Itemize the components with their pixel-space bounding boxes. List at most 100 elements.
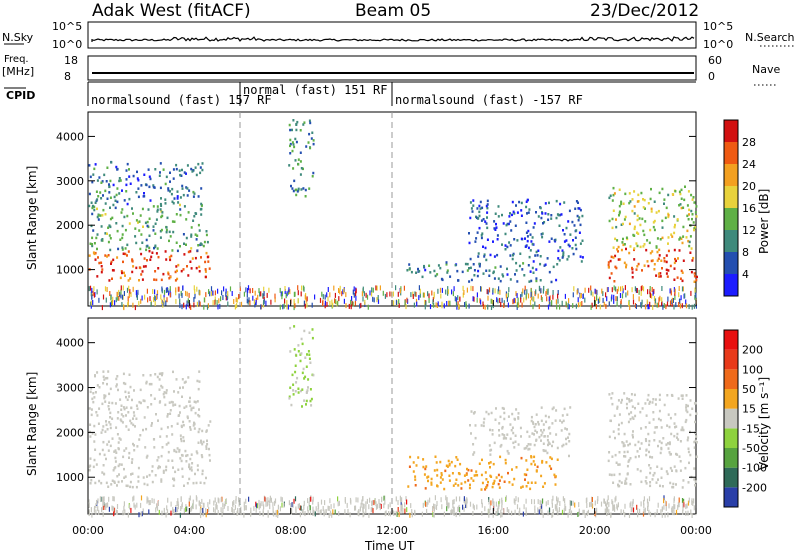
velocity-ground-point xyxy=(132,496,134,502)
velocity-data-point xyxy=(137,466,140,470)
velocity-data-point xyxy=(552,406,555,409)
power-ground-point xyxy=(527,293,530,299)
power-data-point xyxy=(104,232,107,235)
velocity-data-point xyxy=(94,374,96,378)
velocity-ground-point xyxy=(304,511,306,517)
velocity-ground-point xyxy=(362,496,364,501)
velocity-data-point xyxy=(89,423,92,426)
velocity-ground-point xyxy=(481,499,483,505)
power-data-point xyxy=(688,208,691,212)
beam-title: Beam 05 xyxy=(355,1,431,21)
velocity-data-point xyxy=(486,484,489,487)
velocity-data-point xyxy=(617,484,620,488)
power-ground-point xyxy=(591,302,593,308)
x-tick-label: 16:00 xyxy=(477,524,509,537)
power-ground-point xyxy=(538,285,540,291)
velocity-ground-point xyxy=(406,507,408,513)
velocity-ground-point xyxy=(140,502,142,508)
velocity-ground-point xyxy=(214,508,216,514)
power-data-point xyxy=(575,200,578,203)
power-data-point xyxy=(126,214,129,218)
velocity-ground-point xyxy=(610,512,612,518)
velocity-data-point xyxy=(455,456,458,459)
velocity-ground-point xyxy=(466,497,468,503)
velocity-ground-point xyxy=(398,512,400,518)
power-data-point xyxy=(100,239,103,242)
velocity-data-point xyxy=(679,440,682,443)
power-data-point xyxy=(663,198,666,201)
power-ground-point xyxy=(501,297,503,303)
velocity-data-point xyxy=(310,397,313,401)
power-ground-point xyxy=(214,290,216,296)
velocity-ground-point xyxy=(492,512,494,518)
power-data-point xyxy=(116,168,119,171)
power-data-point xyxy=(681,279,684,283)
power-data-point xyxy=(514,224,517,227)
power-ground-point xyxy=(688,304,690,310)
power-ground-point xyxy=(410,292,412,298)
power-ground-point xyxy=(203,304,205,310)
velocity-ground-point xyxy=(378,499,380,504)
power-data-point xyxy=(469,266,472,270)
velocity-ground-point xyxy=(104,503,106,509)
power-data-point xyxy=(108,224,111,227)
power-data-point xyxy=(138,220,141,223)
velocity-data-point xyxy=(302,367,305,371)
power-ground-point xyxy=(552,290,554,295)
power-data-point xyxy=(607,266,610,269)
power-ground-point xyxy=(482,301,484,307)
power-data-point xyxy=(565,239,568,242)
velocity-data-point xyxy=(483,417,486,421)
power-data-point xyxy=(610,255,613,259)
velocity-ground-point xyxy=(612,505,615,511)
velocity-ground-point xyxy=(665,506,667,511)
nsky-label: N.Sky xyxy=(2,31,34,44)
velocity-ground-point xyxy=(663,498,665,504)
velocity-data-point xyxy=(639,410,642,414)
power-ground-point xyxy=(419,292,421,298)
power-data-point xyxy=(531,236,534,239)
velocity-data-point xyxy=(676,432,679,436)
velocity-data-point xyxy=(439,460,442,464)
velocity-data-point xyxy=(491,429,494,432)
power-data-point xyxy=(142,265,145,268)
power-ground-point xyxy=(565,301,567,307)
velocity-ground-point xyxy=(630,507,632,513)
power-data-point xyxy=(618,188,621,191)
velocity-data-point xyxy=(193,400,196,403)
power-ground-point xyxy=(134,305,136,311)
velocity-ground-point xyxy=(166,505,168,511)
power-ground-point xyxy=(165,287,167,293)
velocity-data-point xyxy=(123,467,125,471)
velocity-ground-point xyxy=(180,497,182,502)
velocity-data-point xyxy=(466,467,468,471)
velocity-ground-point xyxy=(307,498,309,504)
power-ground-point xyxy=(333,285,335,291)
power-data-point xyxy=(499,279,502,283)
power-data-point xyxy=(408,267,411,270)
velocity-data-point xyxy=(439,481,442,484)
power-ground-point xyxy=(266,292,268,298)
velocity-ground-point xyxy=(141,511,143,517)
velocity-data-point xyxy=(644,402,647,405)
velocity-data-point xyxy=(139,401,142,405)
velocity-ground-point xyxy=(517,497,519,503)
velocity-ground-point xyxy=(600,501,603,507)
velocity-data-point xyxy=(513,477,516,481)
power-data-point xyxy=(673,231,676,235)
power-ground-point xyxy=(603,301,605,307)
power-data-point xyxy=(648,241,651,245)
power-data-point xyxy=(144,265,147,268)
power-ground-point xyxy=(515,291,517,297)
velocity-ground-point xyxy=(414,509,416,515)
velocity-ground-point xyxy=(379,505,381,511)
power-ground-point xyxy=(451,289,453,295)
power-ground-point xyxy=(284,298,286,304)
power-data-point xyxy=(145,248,148,252)
velocity-ground-point xyxy=(608,509,610,515)
power-ground-point xyxy=(297,298,299,304)
power-ground-point xyxy=(516,293,518,299)
velocity-ground-point xyxy=(531,499,533,505)
power-data-point xyxy=(204,275,207,279)
power-ground-point xyxy=(163,297,165,303)
